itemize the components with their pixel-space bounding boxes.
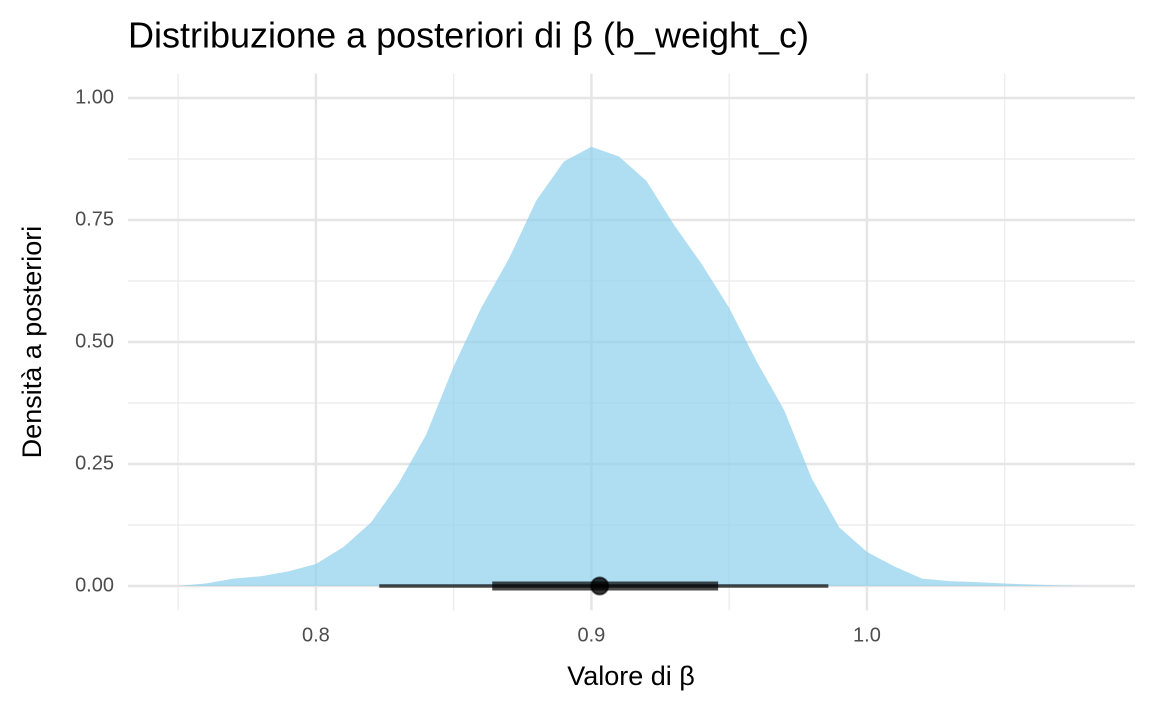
y-tick-label: 0.25 (75, 452, 114, 474)
density-area (178, 146, 1088, 587)
y-tick-label: 0.50 (75, 330, 114, 352)
point-estimate (590, 576, 610, 596)
y-tick-label: 1.00 (75, 86, 114, 108)
marks (178, 146, 1088, 596)
y-tick-label: 0.00 (75, 574, 114, 596)
y-axis-label: Densità a posteriori (17, 226, 47, 459)
x-tick-label: 1.0 (853, 624, 881, 646)
x-tick-label: 0.8 (302, 624, 330, 646)
x-axis-label: Valore di β (567, 661, 695, 691)
x-tick-label: 0.9 (578, 624, 606, 646)
chart-title: Distribuzione a posteriori di β (b_weigh… (128, 15, 809, 56)
y-tick-label: 0.75 (75, 208, 114, 230)
